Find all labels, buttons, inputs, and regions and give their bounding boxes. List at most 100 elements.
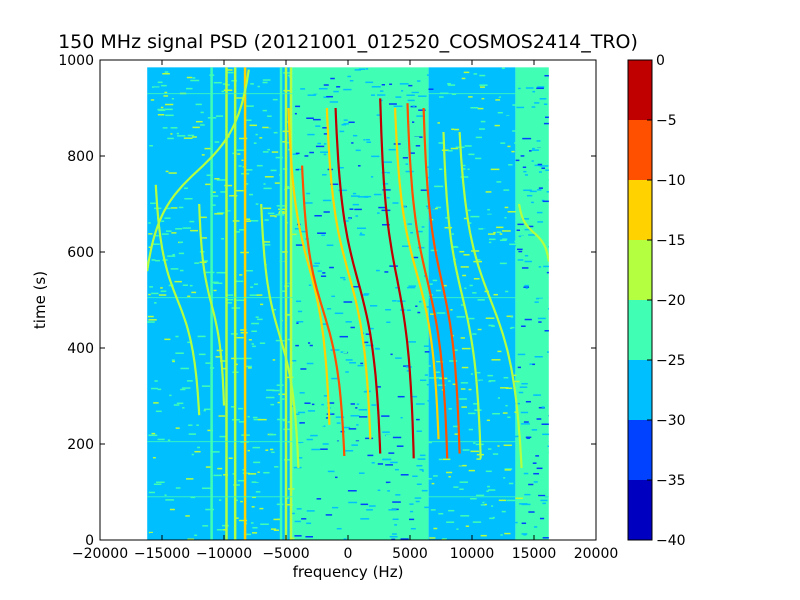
noise-speck xyxy=(184,187,188,190)
colorbar-band xyxy=(628,360,652,420)
noise-speck xyxy=(541,406,545,408)
noise-speck xyxy=(260,523,269,525)
noise-speck xyxy=(390,461,398,464)
noise-speck xyxy=(212,451,220,453)
noise-speck xyxy=(231,357,237,360)
noise-speck xyxy=(244,119,252,121)
noise-speck xyxy=(451,245,458,248)
noise-speck xyxy=(419,300,422,303)
noise-speck xyxy=(488,324,494,327)
noise-speck xyxy=(275,502,284,505)
noise-speck xyxy=(498,499,507,502)
noise-speck xyxy=(542,502,546,505)
noise-speck xyxy=(239,487,248,489)
noise-speck xyxy=(335,476,338,479)
noise-speck xyxy=(409,518,415,521)
noise-speck xyxy=(173,499,181,502)
noise-speck xyxy=(351,285,360,288)
noise-speck xyxy=(517,223,524,226)
noise-speck xyxy=(394,524,398,526)
noise-speck xyxy=(415,403,425,405)
noise-speck xyxy=(380,452,385,455)
colorbar-band xyxy=(628,240,652,300)
doppler-trace xyxy=(379,98,415,459)
noise-speck xyxy=(506,315,514,318)
noise-speck xyxy=(463,71,470,74)
noise-speck xyxy=(460,176,469,178)
doppler-trace xyxy=(198,203,226,406)
noise-speck xyxy=(176,219,182,222)
noise-speck xyxy=(424,351,430,353)
noise-speck xyxy=(421,470,424,472)
noise-speck xyxy=(417,458,426,460)
noise-speck xyxy=(508,164,513,166)
noise-speck xyxy=(297,411,306,414)
noise-speck xyxy=(511,150,515,153)
noise-speck xyxy=(194,262,200,264)
noise-speck xyxy=(343,351,348,354)
noise-speck xyxy=(272,129,276,131)
noise-speck xyxy=(327,470,335,473)
noise-speck xyxy=(218,415,226,417)
noise-speck xyxy=(482,501,486,504)
noise-speck xyxy=(410,527,416,530)
noise-speck xyxy=(382,458,391,461)
noise-speck xyxy=(229,195,238,197)
noise-speck xyxy=(416,430,422,432)
colorbar-tick-label: −40 xyxy=(656,533,686,549)
noise-speck xyxy=(476,357,485,359)
noise-speck xyxy=(274,182,280,184)
noise-speck xyxy=(224,184,233,187)
noise-speck xyxy=(527,275,535,277)
noise-speck xyxy=(512,130,518,132)
noise-speck xyxy=(524,318,532,321)
noise-speck xyxy=(149,286,154,288)
noise-speck xyxy=(384,173,388,175)
noise-speck xyxy=(236,357,245,360)
noise-speck xyxy=(522,141,530,144)
noise-speck xyxy=(301,518,307,520)
noise-speck xyxy=(403,365,410,367)
noise-speck xyxy=(345,371,349,373)
noise-speck xyxy=(178,206,184,209)
noise-speck xyxy=(299,422,305,424)
noise-speck xyxy=(361,294,369,296)
noise-speck xyxy=(291,233,297,236)
noise-speck xyxy=(470,450,479,453)
noise-speck xyxy=(326,308,332,310)
noise-speck xyxy=(164,91,168,94)
colorbar-tick-label: 0 xyxy=(656,53,665,69)
noise-speck xyxy=(421,226,425,228)
noise-speck xyxy=(542,433,549,436)
noise-speck xyxy=(406,401,412,404)
noise-speck xyxy=(465,525,470,528)
noise-speck xyxy=(170,133,173,135)
noise-speck xyxy=(256,475,260,478)
noise-speck xyxy=(468,96,473,98)
noise-speck xyxy=(523,253,527,256)
noise-speck xyxy=(244,183,249,185)
noise-speck xyxy=(496,181,502,183)
noise-speck xyxy=(270,528,277,530)
noise-speck xyxy=(161,233,169,235)
noise-speck xyxy=(431,165,437,167)
noise-speck xyxy=(413,348,417,350)
doppler-trace xyxy=(147,69,250,272)
noise-speck xyxy=(487,213,492,215)
noise-speck xyxy=(419,454,426,457)
noise-speck xyxy=(155,259,160,262)
noise-speck xyxy=(293,99,299,102)
noise-speck xyxy=(371,404,377,406)
noise-speck xyxy=(439,96,444,98)
noise-speck xyxy=(278,426,287,429)
noise-speck xyxy=(296,322,299,324)
noise-speck xyxy=(461,168,466,170)
noise-speck xyxy=(392,518,399,521)
noise-speck xyxy=(513,374,517,377)
noise-speck xyxy=(532,462,537,464)
noise-speck xyxy=(232,90,241,92)
noise-speck xyxy=(489,138,499,141)
noise-speck xyxy=(160,290,167,292)
noise-speck xyxy=(393,351,397,353)
noise-speck xyxy=(152,244,160,247)
